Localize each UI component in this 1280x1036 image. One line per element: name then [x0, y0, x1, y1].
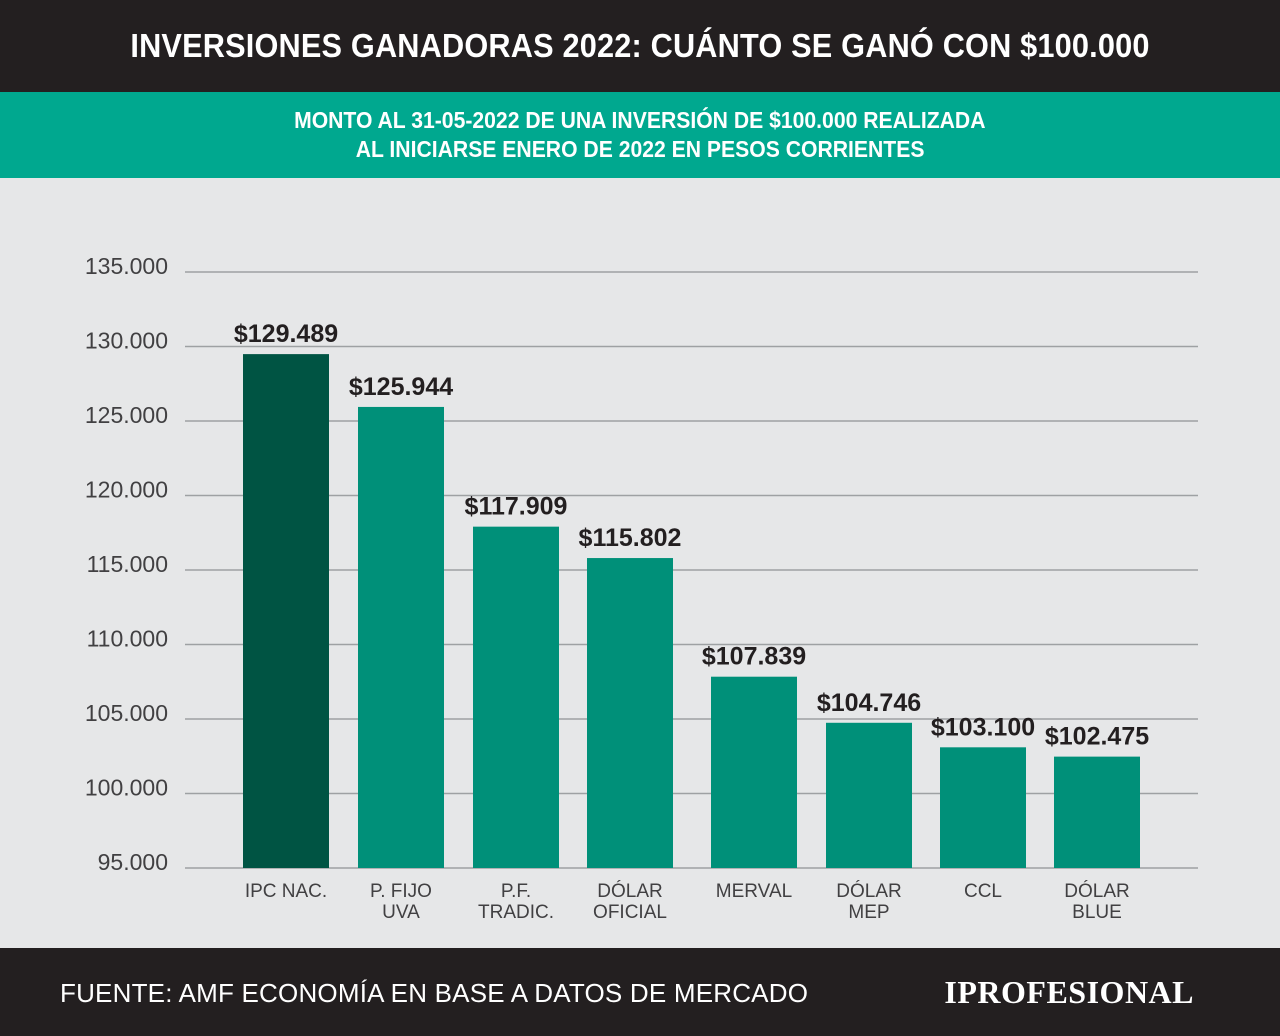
bar [711, 676, 797, 868]
source-note: FUENTE: AMF ECONOMÍA EN BASE A DATOS DE … [60, 978, 809, 1008]
y-tick-label: 135.000 [85, 253, 168, 279]
x-tick-label: DÓLAR [836, 880, 901, 902]
x-tick-label: TRADIC. [478, 902, 554, 923]
x-tick-label: P.F. [501, 881, 531, 902]
y-tick-label: 120.000 [85, 477, 168, 503]
title-bar: INVERSIONES GANADORAS 2022: CUÁNTO SE GA… [0, 0, 1280, 92]
bar [587, 558, 673, 868]
y-tick-label: 125.000 [85, 402, 168, 428]
chart-title: INVERSIONES GANADORAS 2022: CUÁNTO SE GA… [130, 27, 1150, 64]
y-tick-label: 95.000 [98, 849, 168, 875]
x-tick-label: IPC NAC. [245, 881, 327, 902]
subtitle-bar: MONTO AL 31-05-2022 DE UNA INVERSIÓN DE … [0, 92, 1280, 178]
bar [1054, 756, 1140, 868]
data-label: $129.489 [234, 320, 338, 348]
x-tick-label: MEP [848, 902, 889, 923]
data-label: $117.909 [465, 493, 568, 521]
x-tick-label: MERVAL [716, 881, 792, 902]
y-tick-label: 100.000 [85, 775, 168, 801]
bar [826, 722, 912, 868]
data-label: $104.746 [817, 689, 921, 717]
x-tick-label: DÓLAR [597, 880, 662, 902]
y-tick-label: 105.000 [85, 700, 168, 726]
data-label: $115.802 [579, 524, 682, 552]
bar [243, 354, 329, 868]
x-tick-label: UVA [382, 902, 420, 923]
footer-bar: FUENTE: AMF ECONOMÍA EN BASE A DATOS DE … [0, 948, 1280, 1036]
bar [940, 747, 1026, 868]
bar-chart: 95.000 100.000 105.000 110.000 115.000 120.00… [85, 253, 1198, 923]
y-tick-label: 110.000 [87, 626, 168, 652]
data-label: $102.475 [1045, 723, 1149, 751]
chart-subtitle-line-1: MONTO AL 31-05-2022 DE UNA INVERSIÓN DE … [294, 107, 986, 133]
bar [358, 406, 444, 868]
x-tick-label: DÓLAR [1064, 880, 1129, 902]
y-tick-label: 130.000 [85, 328, 168, 354]
chart-subtitle-line-2: AL INICIARSE ENERO DE 2022 EN PESOS CORR… [355, 136, 925, 162]
x-tick-label: CCL [964, 881, 1002, 902]
data-label: $103.100 [931, 713, 1035, 741]
data-label: $107.839 [702, 643, 806, 671]
y-tick-label: 115.000 [87, 551, 168, 577]
iprofesional-logo: IPROFESIONAL [944, 974, 1194, 1010]
data-label: $125.944 [349, 373, 453, 401]
x-tick-label: BLUE [1072, 902, 1122, 923]
bar [473, 526, 559, 868]
x-tick-label: OFICIAL [593, 902, 667, 923]
x-tick-label: P. FIJO [370, 881, 432, 902]
